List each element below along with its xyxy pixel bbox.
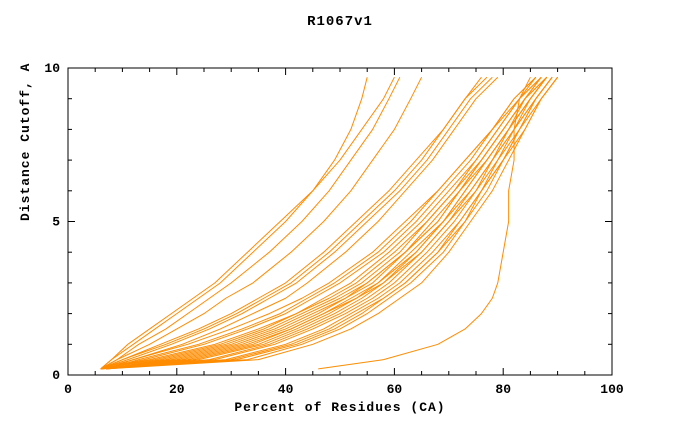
model-accuracy-curve	[100, 76, 558, 370]
x-axis-label: Percent of Residues (CA)	[234, 400, 446, 415]
model-accuracy-curve	[100, 76, 401, 370]
model-accuracy-curve	[100, 76, 482, 370]
tick-label: 5	[52, 215, 60, 230]
model-accuracy-curve	[100, 76, 537, 370]
tick-label: 20	[169, 382, 185, 397]
tick-label: 80	[495, 382, 511, 397]
tick-label: 60	[387, 382, 403, 397]
tick-label: 0	[64, 382, 72, 397]
model-accuracy-curve	[106, 76, 553, 370]
model-accuracy-curve	[100, 76, 553, 370]
model-accuracy-curve	[105, 76, 537, 370]
model-accuracy-curve	[100, 76, 558, 370]
model-accuracy-curve	[100, 76, 423, 370]
model-accuracy-curve	[106, 76, 558, 370]
model-accuracy-curve	[100, 76, 542, 370]
chart-title: R1067v1	[307, 14, 373, 30]
model-accuracy-curve	[100, 76, 537, 370]
tick-label: 100	[600, 382, 624, 397]
model-accuracy-curve	[105, 76, 499, 370]
model-accuracy-curve	[106, 76, 548, 370]
model-accuracy-curve	[106, 76, 553, 370]
model-accuracy-curve	[100, 76, 548, 370]
tick-label: 40	[278, 382, 294, 397]
tick-label: 0	[52, 368, 60, 383]
model-accuracy-curve	[100, 77, 368, 370]
model-accuracy-curve	[100, 76, 548, 370]
model-accuracy-curve	[100, 76, 548, 370]
model-accuracy-curve	[106, 76, 548, 370]
model-accuracy-curve	[318, 76, 531, 370]
model-accuracy-curve	[100, 76, 395, 370]
tick-label: 10	[44, 61, 60, 76]
model-accuracy-curve	[100, 76, 488, 370]
model-accuracy-curve	[100, 76, 553, 370]
model-accuracy-curve	[100, 76, 493, 370]
